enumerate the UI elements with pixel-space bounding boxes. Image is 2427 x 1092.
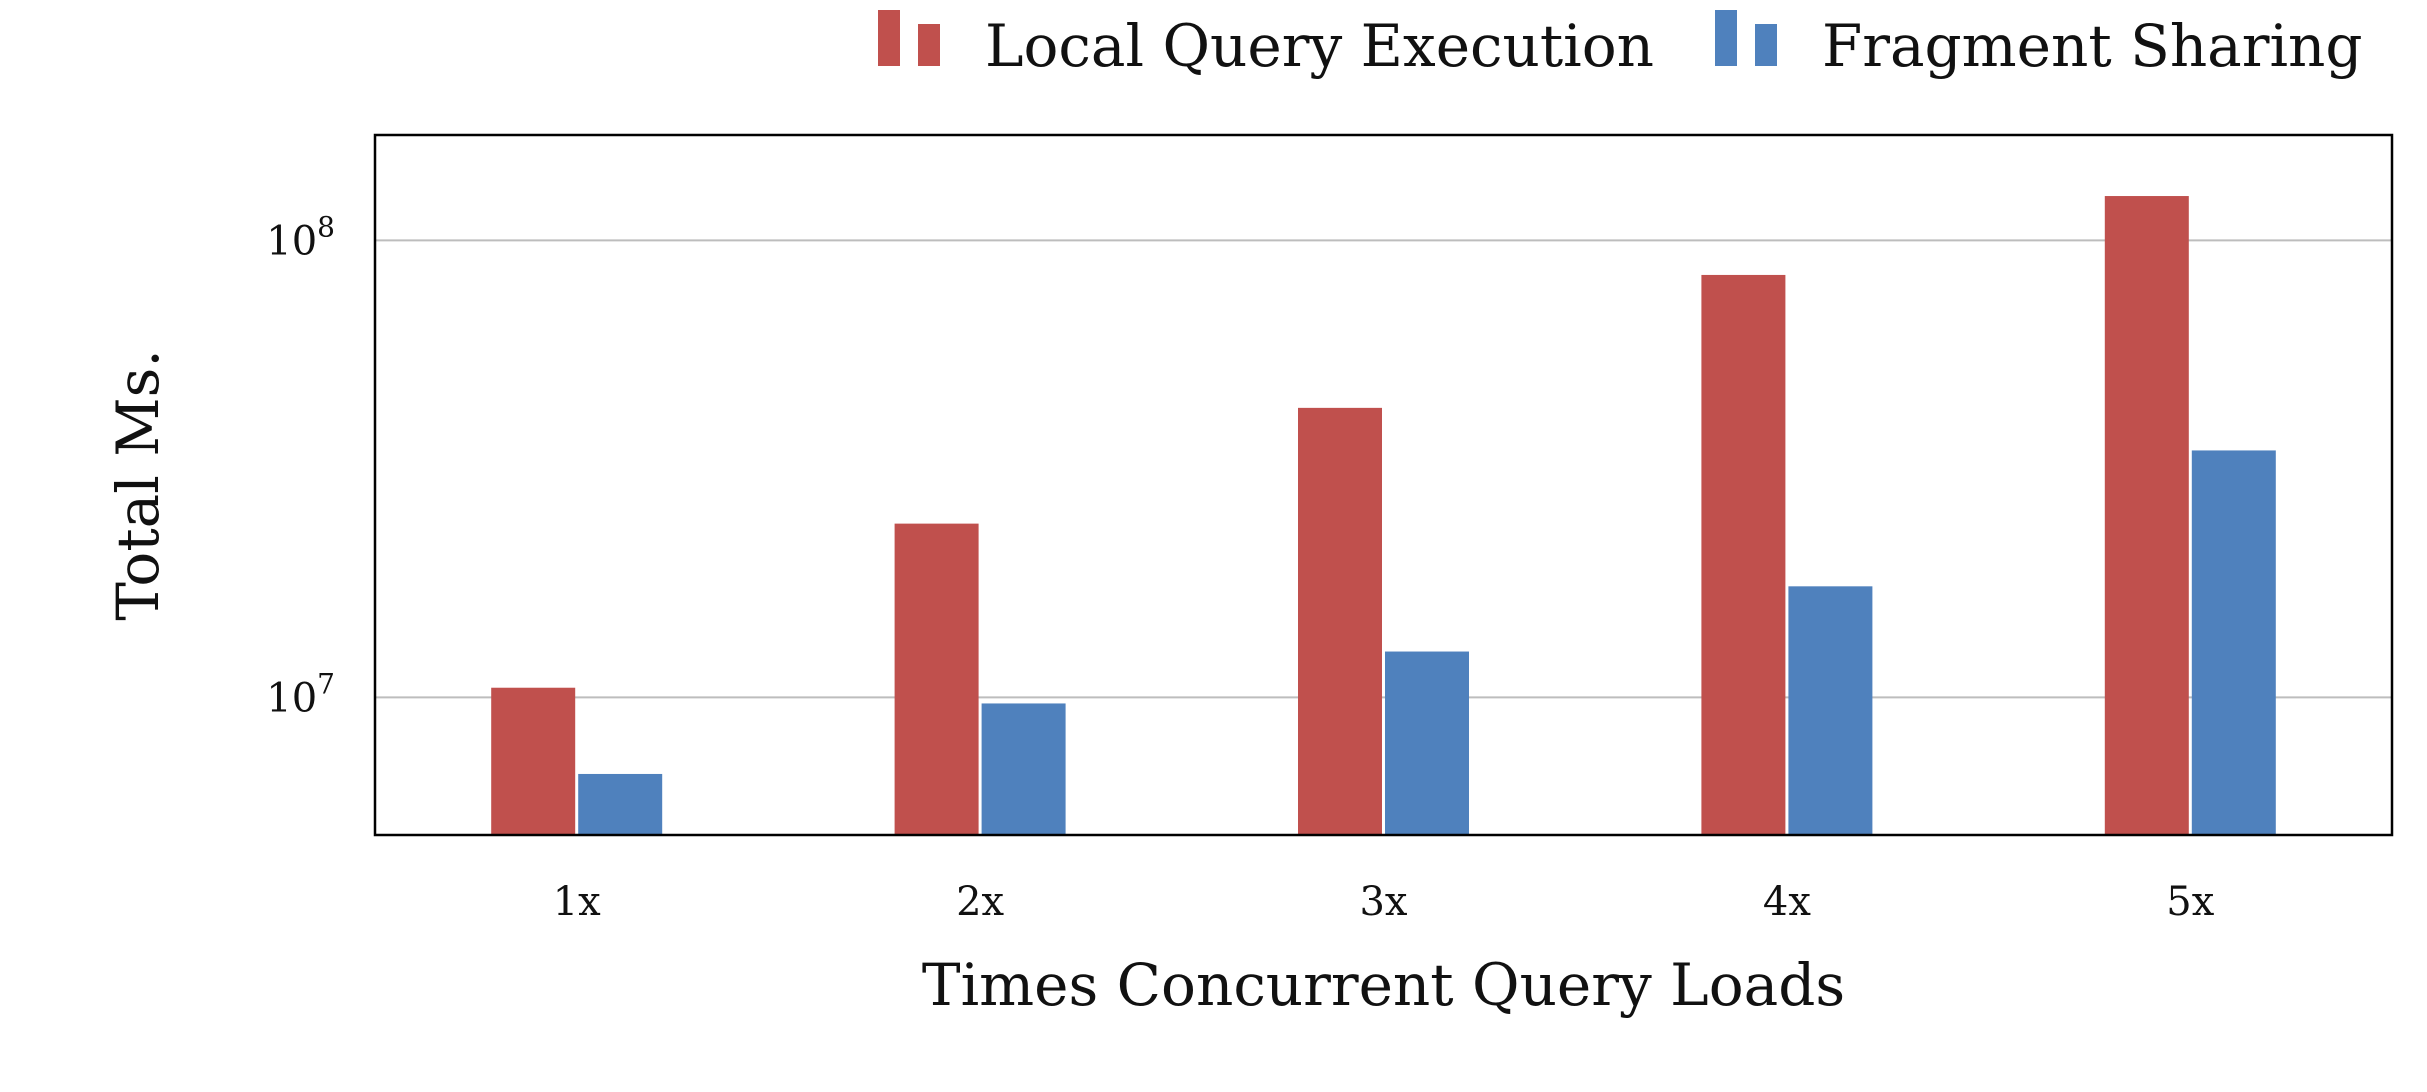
x-tick-label: 3x [1359, 879, 1407, 925]
x-axis-title: Times Concurrent Query Loads [922, 951, 1845, 1019]
x-tick-label: 1x [553, 879, 601, 925]
bar [1701, 274, 1786, 835]
bar [1788, 586, 1873, 835]
x-tick-label: 4x [1763, 879, 1811, 925]
x-tick-label: 2x [956, 879, 1004, 925]
plot-frame [373, 133, 2394, 837]
legend-swatch [1755, 24, 1777, 66]
x-tick-label: 5x [2166, 879, 2214, 925]
y-tick-label: 108 [266, 210, 335, 264]
legend-swatch [878, 10, 900, 66]
legend-label: Fragment Sharing [1822, 12, 2363, 80]
legend-swatch [1715, 10, 1737, 66]
legend-swatch [918, 24, 940, 66]
bar [1298, 407, 1382, 835]
y-tick-label: 107 [266, 667, 335, 721]
bar [2104, 196, 2189, 835]
bar [894, 523, 979, 835]
bar [578, 773, 663, 835]
bar [1385, 651, 1469, 835]
y-axis-title: Total Ms. [104, 349, 172, 621]
bar [491, 687, 576, 835]
bar [981, 703, 1066, 835]
bar [2191, 450, 2276, 835]
legend-label: Local Query Execution [985, 12, 1654, 80]
